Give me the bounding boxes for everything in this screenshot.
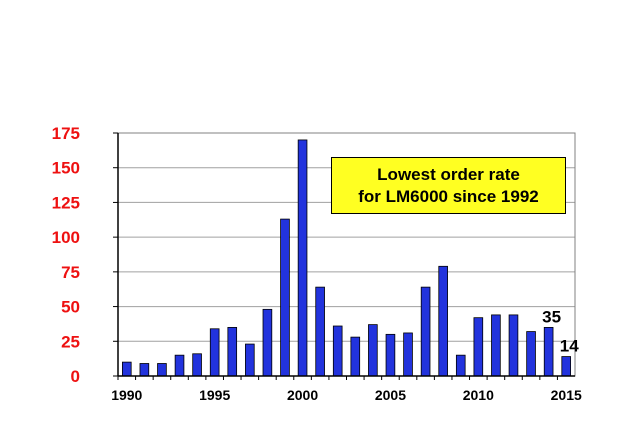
x-tick-label-2010: 2010	[463, 387, 494, 403]
x-tick-label-1990: 1990	[111, 387, 142, 403]
bar-2006	[403, 332, 413, 377]
bar-1990	[121, 361, 132, 377]
bar-1995	[209, 328, 220, 377]
bar-1999	[280, 218, 290, 377]
bar-2007	[420, 286, 431, 377]
bar-2001	[315, 286, 325, 377]
y-tick-label-25: 25	[61, 332, 80, 351]
annotation-line-2: for LM6000 since 1992	[358, 186, 539, 206]
bar-2000	[297, 139, 308, 377]
data-label-2014: 35	[542, 307, 561, 326]
annotation-callout: Lowest order rate for LM6000 since 1992	[331, 157, 566, 214]
bar-1997	[245, 343, 255, 377]
bar-2014	[543, 326, 554, 377]
y-tick-label-175: 175	[52, 124, 80, 143]
y-tick-label-125: 125	[52, 193, 80, 212]
annotation-line-1: Lowest order rate	[377, 164, 520, 184]
bar-1994	[192, 353, 202, 377]
y-tick-labels: 0 25 50 75 100 125 150 175	[52, 124, 80, 386]
x-tick-label-1995: 1995	[199, 387, 230, 403]
y-tick-label-150: 150	[52, 159, 80, 178]
y-tick-label-50: 50	[61, 298, 80, 317]
bars	[121, 139, 572, 377]
bar-2005	[385, 333, 396, 377]
bar-1992	[157, 363, 167, 377]
data-label-2015: 14	[560, 337, 579, 356]
x-tick-labels: 1990 1995 2000 2005 2010 2015	[111, 387, 582, 403]
bar-1993	[174, 354, 185, 377]
bar-2012	[508, 314, 519, 377]
bar-1996	[227, 326, 238, 377]
bar-2010	[473, 317, 484, 377]
data-labels: 35 14	[542, 307, 579, 355]
y-tick-label-75: 75	[61, 263, 80, 282]
bar-2009	[455, 354, 466, 377]
bar-1998	[262, 308, 273, 377]
x-tick-label-2015: 2015	[551, 387, 582, 403]
bar-2003	[350, 336, 361, 377]
bar-2013	[526, 331, 536, 377]
bar-2002	[332, 325, 343, 377]
bar-2004	[368, 324, 378, 377]
x-tick-label-2000: 2000	[287, 387, 318, 403]
x-tick-label-2005: 2005	[375, 387, 406, 403]
bar-1991	[139, 363, 150, 377]
y-tick-label-100: 100	[52, 228, 80, 247]
bar-2011	[491, 314, 501, 377]
bar-2015	[561, 356, 572, 377]
y-tick-label-0: 0	[71, 367, 80, 386]
bar-2008	[438, 265, 448, 377]
axes	[113, 132, 576, 380]
